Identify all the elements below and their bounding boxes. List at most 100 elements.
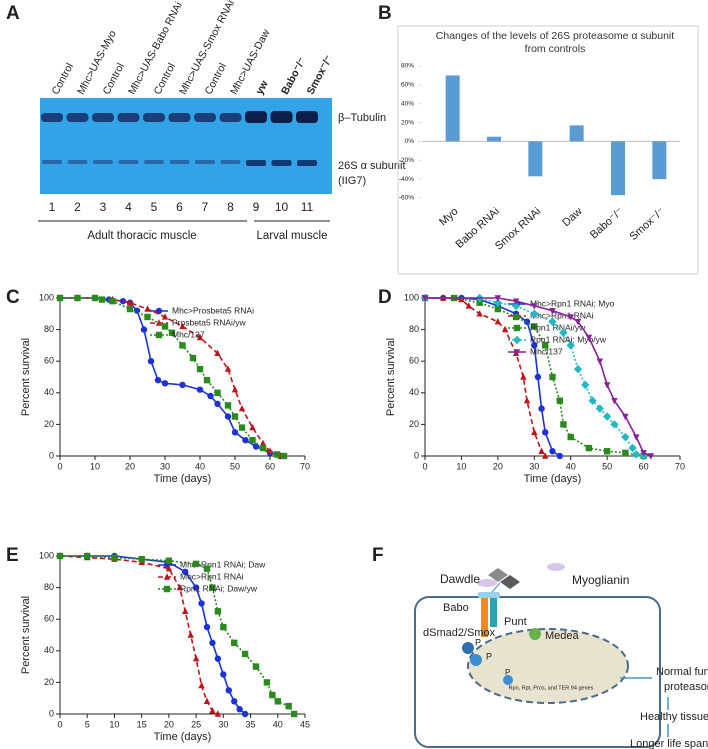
lane-label: Control — [152, 61, 178, 97]
legend-label: Rpn1 RNAi/yw — [530, 322, 586, 332]
point — [168, 329, 176, 336]
point — [494, 318, 502, 325]
band — [169, 160, 190, 164]
legend-label: Prosbeta5 RNAi/yw — [172, 317, 247, 327]
lane-label: Control — [50, 61, 76, 97]
x-tick-label: 40 — [195, 461, 205, 471]
point — [238, 424, 246, 431]
point — [542, 429, 549, 436]
y-axis-label: Percent survival — [20, 596, 32, 674]
legend-label: Mhc>Prosbeta5 RNAi — [172, 305, 254, 315]
point — [98, 296, 106, 303]
lane-number: 7 — [202, 200, 209, 214]
point — [566, 341, 575, 350]
point — [640, 450, 647, 457]
y-tick-label: 0% — [405, 138, 415, 145]
y-tick-label: 60% — [401, 82, 414, 89]
point — [252, 663, 260, 670]
receptor-top — [478, 592, 500, 598]
y-tick-label: 40 — [409, 387, 419, 397]
x-tick-label: Smox⁻/⁻ — [627, 205, 667, 243]
panel-label: A — [6, 3, 20, 24]
y-tick-label: 80 — [44, 324, 54, 334]
point — [520, 373, 527, 380]
y-tick-label: 100 — [39, 550, 54, 560]
point — [573, 364, 583, 374]
x-tick-label: 5 — [85, 719, 90, 729]
y-tick-label: 100 — [39, 292, 54, 302]
point — [632, 450, 641, 459]
panel-label: C — [6, 287, 20, 308]
legend-label: Mhc>Rpn1 RNAi — [530, 310, 594, 320]
lane-label: Smox⁻/⁻ — [305, 53, 336, 97]
point — [138, 555, 145, 563]
point — [214, 389, 221, 396]
point — [494, 305, 502, 313]
lane-number: 10 — [275, 200, 289, 214]
point — [531, 323, 538, 330]
legend-label: Mhc/137 — [530, 346, 563, 356]
smad-icon — [470, 654, 482, 666]
point — [556, 397, 563, 404]
x-tick-label: 10 — [456, 461, 466, 471]
point — [165, 557, 173, 564]
legend-label: Rpn1 RNAi; Daw/yw — [180, 583, 258, 593]
x-tick-label: 25 — [191, 719, 201, 729]
point — [581, 380, 590, 390]
point — [602, 412, 612, 421]
point — [214, 655, 222, 662]
band — [117, 113, 140, 122]
panel-label: F — [372, 545, 384, 566]
phospho-label: P — [475, 637, 481, 647]
point — [231, 639, 238, 647]
phospho-label: P — [486, 651, 492, 661]
point — [493, 298, 503, 307]
smad-label: dSmad2/Smox — [423, 627, 496, 639]
point — [512, 298, 520, 305]
point — [523, 397, 531, 404]
point — [585, 334, 593, 342]
y-tick-label: 20 — [409, 419, 419, 429]
point — [192, 655, 200, 662]
panel-label: D — [378, 287, 392, 308]
point — [242, 437, 249, 444]
x-tick-label: Babo⁻/⁻ — [588, 205, 626, 241]
panel-label: B — [378, 3, 392, 24]
point — [534, 373, 542, 381]
point — [231, 413, 239, 420]
x-tick-label: 40 — [566, 461, 576, 471]
point — [56, 552, 64, 560]
band — [42, 160, 62, 164]
point — [476, 310, 483, 317]
lane-label: yw — [254, 78, 272, 97]
x-tick-label: 0 — [422, 461, 427, 471]
band — [66, 113, 89, 122]
y-tick-label: 80 — [409, 324, 419, 334]
lane-number: 9 — [253, 200, 260, 214]
point — [603, 382, 611, 389]
point — [549, 448, 556, 455]
y-tick-label: -20% — [399, 157, 414, 164]
receptor — [481, 597, 488, 637]
ligand-icon — [488, 568, 508, 582]
point — [531, 303, 538, 310]
x-tick-label: 20 — [125, 461, 135, 471]
legend-marker — [155, 319, 163, 326]
point — [196, 333, 204, 341]
y-tick-label: -60% — [399, 195, 414, 202]
x-tick-label: 20 — [493, 461, 503, 471]
lane-number: 3 — [100, 200, 107, 214]
outcome-label: Healthy tissues — [640, 711, 708, 723]
point — [209, 639, 216, 647]
chart-title: Changes of the levels of 26S proteasome … — [435, 30, 675, 55]
point — [622, 449, 629, 457]
point — [249, 423, 256, 431]
band — [271, 160, 292, 166]
lane-number: 2 — [74, 200, 81, 214]
lane-number: 11 — [301, 200, 314, 214]
legend-marker — [155, 331, 163, 339]
point — [567, 433, 574, 441]
legend-marker — [155, 307, 163, 315]
legend-label: Mhc>Rpn1 RNAi; Myo — [530, 298, 615, 308]
lane-number: 1 — [49, 200, 56, 214]
